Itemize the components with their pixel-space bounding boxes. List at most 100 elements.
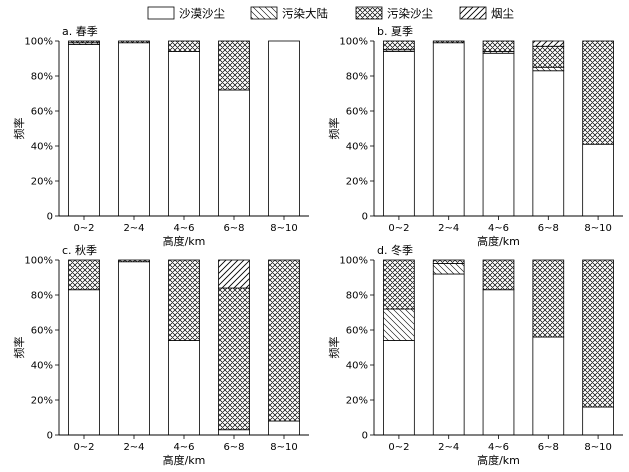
bar-p3-c3-s0 [532, 336, 565, 436]
xtick-label-p2-2: 4~6 [173, 442, 194, 453]
bar-p2-c0-s2 [68, 259, 100, 291]
bar-p3-c4-s2 [582, 259, 614, 408]
ytick-label-p2-5: 100% [24, 256, 53, 267]
legend: 沙漠沙尘 污染大陆 污染沙尘 烟尘 [147, 6, 514, 21]
ytick-label-p1-2: 40% [346, 142, 368, 153]
ylabel-p2: 频率 [12, 337, 26, 359]
bar-p3-c1-s1 [432, 263, 465, 275]
bar-p3-c0-s0 [383, 340, 415, 436]
ytick-label-p3-3: 60% [346, 326, 368, 337]
bar-p3-c3-s2 [532, 259, 565, 338]
xtick-label-p1-0: 0~2 [388, 223, 409, 234]
bar-p3-c1-s0 [432, 273, 465, 436]
ytick-label-p0-1: 20% [31, 177, 53, 188]
bar-p2-c4-s0 [268, 420, 300, 436]
panel-0: 0~2 2~4 4~6 6~8 8~10 0 20% 40% 60% 80% 100% a. 春季高度… [12, 25, 309, 248]
ytick-label-p1-3: 60% [346, 107, 368, 118]
xtick-label-p0-3: 6~8 [223, 223, 244, 234]
ytick-label-p0-2: 40% [31, 142, 53, 153]
bar-p1-c1-s2 [432, 40, 465, 44]
panel-3: 0~2 2~4 4~6 6~8 8~10 0 20% 40% 60% 80% 100% d. 冬季高度… [327, 243, 623, 467]
bar-p2-c0-s0 [68, 289, 100, 436]
bar-p0-c3-s2 [218, 40, 250, 91]
xtick-label-p2-4: 8~10 [270, 442, 297, 453]
xtick-label-p1-2: 4~6 [488, 223, 509, 234]
ytick-label-p2-1: 20% [31, 396, 53, 407]
xtick-label-p3-0: 0~2 [388, 442, 409, 453]
bar-p2-c2-s2 [168, 259, 200, 341]
ytick-label-p1-4: 80% [346, 72, 368, 83]
bar-p1-c2-s2 [482, 40, 515, 52]
ytick-label-p3-2: 40% [346, 361, 368, 372]
legend-swatch-1 [250, 6, 278, 20]
bar-p0-c2-s2 [168, 40, 200, 52]
ytick-label-p1-0: 0 [362, 212, 368, 223]
bar-p0-c2-s0 [168, 51, 200, 217]
bar-p2-c2-s0 [168, 340, 200, 436]
xtick-label-p2-0: 0~2 [73, 442, 94, 453]
bar-p0-c1-s0 [118, 42, 150, 217]
bar-p3-c1-s2 [432, 259, 465, 264]
bar-p1-c3-s0 [532, 70, 565, 217]
ytick-label-p3-0: 0 [362, 431, 368, 442]
bar-p2-c3-s2 [218, 287, 250, 431]
bar-p3-c2-s0 [482, 289, 515, 436]
bar-p1-c2-s0 [482, 52, 515, 217]
ytick-label-p0-4: 80% [31, 72, 53, 83]
xtick-label-p3-2: 4~6 [488, 442, 509, 453]
panels: 0~2 2~4 4~6 6~8 8~10 0 20% 40% 60% 80% 100% a. 春季高度… [12, 25, 623, 467]
xtick-label-p1-3: 6~8 [538, 223, 559, 234]
xtick-label-p1-1: 2~4 [438, 223, 459, 234]
xlabel-p1: 高度/km [477, 234, 520, 248]
panel-title-p3: d. 冬季 [377, 243, 413, 257]
legend-swatch-0 [147, 6, 175, 20]
panel-1: 0~2 2~4 4~6 6~8 8~10 0 20% 40% 60% 80% 100% b. 夏季高度… [327, 25, 623, 248]
bar-p3-c2-s2 [482, 259, 515, 291]
ytick-label-p2-2: 40% [31, 361, 53, 372]
legend-swatch-2 [355, 6, 383, 20]
legend-label-3: 烟尘 [491, 7, 514, 21]
ytick-label-p2-0: 0 [47, 431, 53, 442]
ytick-label-p3-1: 20% [346, 396, 368, 407]
bar-p1-c4-s2 [582, 40, 614, 145]
bar-p2-c4-s2 [268, 259, 300, 422]
bar-p3-c0-s1 [383, 308, 415, 341]
bar-p2-c1-s0 [118, 261, 150, 436]
ytick-label-p3-5: 100% [339, 256, 368, 267]
xtick-label-p0-1: 2~4 [123, 223, 144, 234]
bar-p2-c3-s3 [218, 259, 250, 289]
xtick-label-p2-3: 6~8 [223, 442, 244, 453]
legend-label-2: 污染沙尘 [387, 7, 433, 21]
bar-p3-c0-s2 [383, 259, 415, 310]
ytick-label-p2-3: 60% [31, 326, 53, 337]
panel-title-p2: c. 秋季 [62, 243, 97, 257]
bar-p2-c3-s0 [218, 429, 250, 436]
ytick-label-p2-4: 80% [31, 291, 53, 302]
bar-p1-c4-s0 [582, 143, 614, 217]
xlabel-p3: 高度/km [477, 453, 520, 467]
bar-p1-c0-s0 [383, 51, 415, 217]
xlabel-p0: 高度/km [163, 234, 206, 248]
bar-p0-c0-s0 [68, 44, 100, 217]
bar-p0-c4-s0 [268, 40, 300, 217]
ylabel-p3: 频率 [327, 337, 341, 359]
panel-title-p1: b. 夏季 [377, 25, 413, 38]
panel-title-p0: a. 春季 [62, 25, 98, 38]
xtick-label-p0-4: 8~10 [270, 223, 297, 234]
xtick-label-p3-1: 2~4 [438, 442, 459, 453]
legend-label-0: 沙漠沙尘 [179, 7, 225, 21]
bar-p3-c4-s0 [582, 406, 614, 436]
xlabel-p2: 高度/km [163, 453, 206, 467]
xtick-label-p0-0: 0~2 [73, 223, 94, 234]
bar-p0-c0-s2 [68, 40, 100, 44]
xtick-label-p0-2: 4~6 [173, 223, 194, 234]
ytick-label-p1-5: 100% [339, 37, 368, 48]
bar-p2-c1-s2 [118, 259, 150, 263]
panel-2: 0~2 2~4 4~6 6~8 8~10 0 20% 40% 60% 80% 100% c. 秋季高度… [12, 243, 309, 467]
bar-p1-c1-s0 [432, 42, 465, 217]
ytick-label-p3-4: 80% [346, 291, 368, 302]
xtick-label-p3-4: 8~10 [584, 442, 611, 453]
xtick-label-p1-4: 8~10 [584, 223, 611, 234]
bar-p1-c3-s2 [532, 45, 565, 68]
